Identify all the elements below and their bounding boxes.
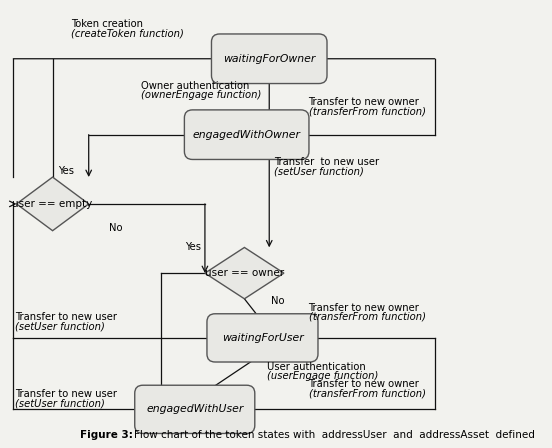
- Text: Token creation: Token creation: [71, 19, 142, 29]
- Polygon shape: [205, 247, 284, 299]
- FancyBboxPatch shape: [207, 314, 318, 362]
- Text: Transfer  to new user: Transfer to new user: [274, 157, 379, 168]
- Text: (transferFrom function): (transferFrom function): [309, 312, 426, 322]
- Text: No: No: [109, 224, 123, 233]
- Text: (userEngage function): (userEngage function): [267, 371, 378, 381]
- Polygon shape: [17, 177, 89, 231]
- Text: Owner authentication: Owner authentication: [141, 81, 249, 90]
- Text: (ownerEngage function): (ownerEngage function): [141, 90, 261, 100]
- Text: Yes: Yes: [59, 166, 75, 177]
- Text: engagedWithUser: engagedWithUser: [146, 405, 243, 414]
- FancyBboxPatch shape: [184, 110, 309, 159]
- Text: Transfer to new user: Transfer to new user: [15, 389, 117, 399]
- Text: user == empty: user == empty: [13, 199, 93, 209]
- Text: waitingForUser: waitingForUser: [221, 333, 304, 343]
- Text: Transfer to new owner: Transfer to new owner: [309, 302, 420, 313]
- Text: User authentication: User authentication: [267, 362, 366, 372]
- Text: engagedWithOwner: engagedWithOwner: [193, 129, 301, 140]
- FancyBboxPatch shape: [211, 34, 327, 83]
- Text: (setUser function): (setUser function): [15, 398, 105, 408]
- Text: Transfer to new user: Transfer to new user: [15, 312, 117, 322]
- Text: Yes: Yes: [185, 242, 201, 252]
- Text: (setUser function): (setUser function): [15, 321, 105, 331]
- Text: (setUser function): (setUser function): [274, 167, 364, 177]
- Text: Flow chart of the token states with  addressUser  and  addressAsset  defined: Flow chart of the token states with addr…: [134, 430, 535, 440]
- Text: (transferFrom function): (transferFrom function): [309, 388, 426, 398]
- Text: Transfer to new owner: Transfer to new owner: [309, 97, 420, 107]
- Text: No: No: [270, 296, 284, 306]
- FancyBboxPatch shape: [135, 385, 255, 434]
- Text: Figure 3:: Figure 3:: [79, 430, 132, 440]
- Text: user == owner: user == owner: [205, 268, 284, 278]
- Text: waitingForOwner: waitingForOwner: [223, 54, 315, 64]
- Text: (transferFrom function): (transferFrom function): [309, 107, 426, 116]
- Text: (createToken function): (createToken function): [71, 29, 183, 39]
- Text: Transfer to new owner: Transfer to new owner: [309, 379, 420, 389]
